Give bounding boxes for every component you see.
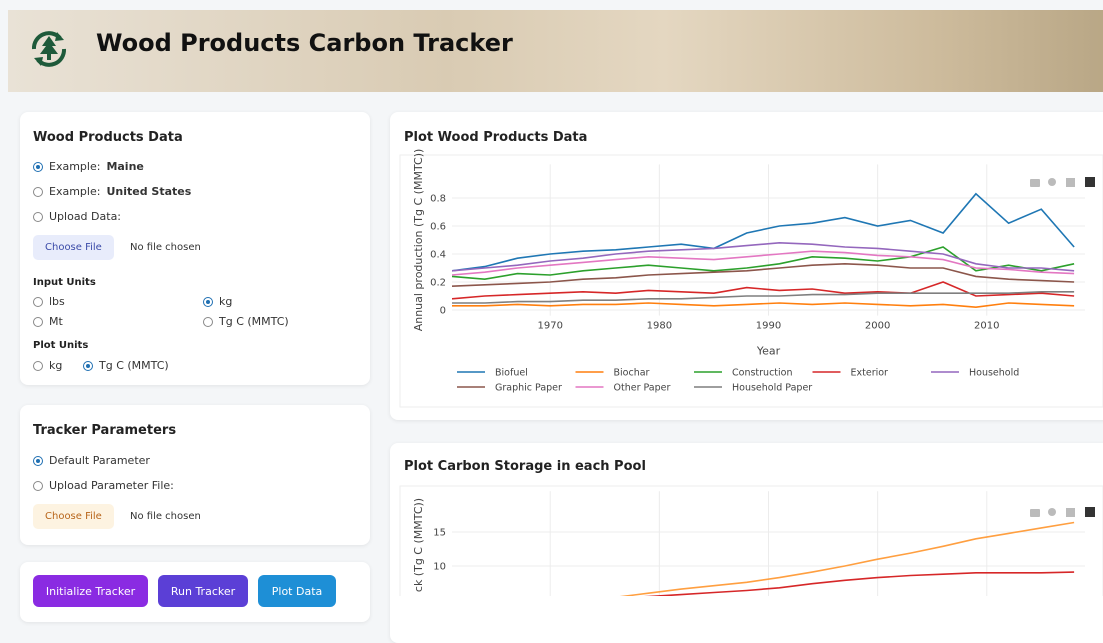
y-tick-label: 10 [433, 562, 446, 573]
series-line [452, 247, 1074, 279]
legend-label: Household [969, 368, 1019, 379]
y-tick-label: 0 [440, 306, 446, 317]
series-line [452, 303, 1074, 307]
series-group [452, 523, 1074, 597]
modebar[interactable] [1030, 177, 1095, 517]
plot-area: 10 15 ck (Tg C (MMTC)) [412, 491, 1085, 596]
legend-label: Construction [732, 368, 793, 379]
series-line [452, 523, 1074, 597]
legend-label: Graphic Paper [495, 383, 562, 394]
x-tick-label: 2010 [974, 321, 999, 332]
x-tick-label: 2000 [865, 321, 890, 332]
y-axis-label: ck (Tg C (MMTC)) [412, 498, 425, 592]
x-axis-label: Year [756, 345, 781, 358]
y-tick-label: 0.4 [430, 250, 446, 261]
legend-label: Other Paper [614, 383, 671, 394]
plot-area: 1970 1980 1990 2000 2010 0 0.2 0.4 0.6 0.8 Year Ann… [412, 149, 1085, 394]
y-axis-label: Annual production (Tg C (MMTC)) [412, 149, 425, 332]
legend-label: Household Paper [732, 383, 812, 394]
plot-frame [400, 486, 1103, 596]
x-tick-label: 1980 [647, 321, 672, 332]
y-tick-label: 0.2 [430, 278, 446, 289]
x-tick-label: 1970 [537, 321, 562, 332]
y-tick-label: 0.8 [430, 194, 446, 205]
legend-label: Biochar [614, 368, 650, 379]
series-line [452, 572, 1074, 596]
legend-label: Biofuel [495, 368, 528, 379]
y-tick-label: 0.6 [430, 222, 446, 233]
legend-label: Exterior [851, 368, 889, 379]
page: { "header": {"title": "Wood Products Car… [0, 0, 1103, 596]
x-tick-label: 1990 [756, 321, 781, 332]
y-tick-label: 15 [433, 528, 446, 539]
series-group [452, 194, 1074, 307]
plots: 1970 1980 1990 2000 2010 0 0.2 0.4 0.6 0.8 Year Ann… [0, 0, 1103, 596]
series-line [452, 194, 1074, 271]
